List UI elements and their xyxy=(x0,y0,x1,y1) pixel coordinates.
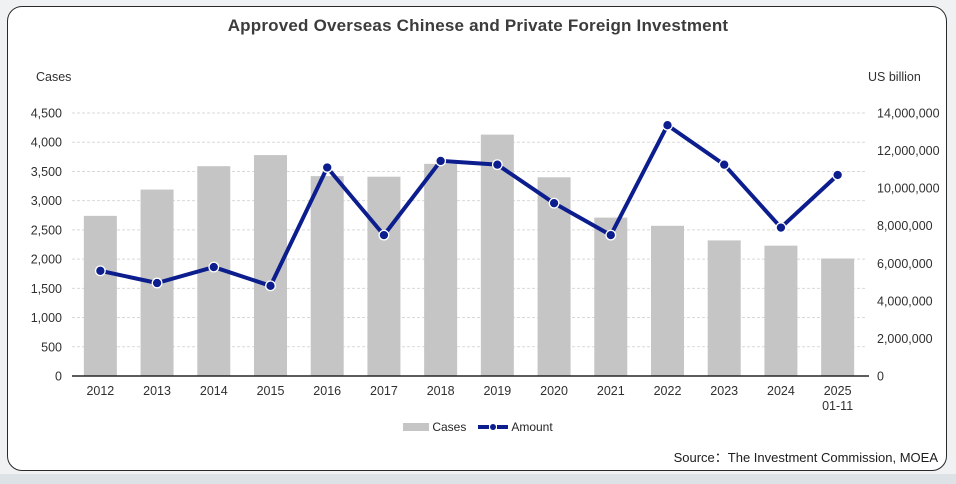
right-axis-tick-label: 2,000,000 xyxy=(877,332,933,346)
line-point-2023 xyxy=(718,159,730,171)
x-axis-label-2013: 2013 xyxy=(143,384,171,398)
left-axis-tick-label: 0 xyxy=(55,370,62,384)
x-axis-label-2016: 2016 xyxy=(313,384,341,398)
line-point-2020 xyxy=(548,197,560,209)
line-point-2012 xyxy=(94,265,106,277)
line-point-2021 xyxy=(605,229,617,241)
x-axis-label-2023: 2023 xyxy=(710,384,738,398)
bar-2025 xyxy=(821,258,855,376)
cases-swatch-icon xyxy=(403,423,430,431)
line-point-2015 xyxy=(265,280,276,292)
x-axis-label-2021: 2021 xyxy=(597,384,625,398)
bar-2024 xyxy=(764,245,798,376)
left-axis-tick-label: 4,000 xyxy=(31,136,62,150)
left-axis-tick-label: 1,000 xyxy=(31,311,62,325)
line-point-2013 xyxy=(151,277,163,289)
line-point-2017 xyxy=(378,229,390,241)
x-axis-label-2019: 2019 xyxy=(483,384,511,398)
left-axis-tick-label: 2,000 xyxy=(31,253,62,267)
x-axis-label-2017: 2017 xyxy=(370,384,398,398)
right-axis-tick-label: 12,000,000 xyxy=(877,144,940,158)
right-axis-tick-label: 14,000,000 xyxy=(877,107,940,121)
left-axis-tick-label: 2,500 xyxy=(31,223,62,237)
line-point-2024 xyxy=(775,222,787,234)
window-bottom-strip xyxy=(0,474,956,484)
line-point-2025 xyxy=(832,169,844,181)
legend-item-amount: Amount xyxy=(478,420,553,434)
bar-2023 xyxy=(707,240,741,376)
x-axis-label-2024: 2024 xyxy=(767,384,795,398)
line-point-2018 xyxy=(435,155,447,167)
right-axis-tick-label: 10,000,000 xyxy=(877,182,940,196)
bar-2019 xyxy=(480,134,514,376)
bar-2017 xyxy=(367,176,401,376)
bar-2022 xyxy=(651,225,684,376)
bar-2021 xyxy=(594,217,628,376)
line-point-2019 xyxy=(491,159,503,171)
x-axis-label-2014: 2014 xyxy=(200,384,228,398)
left-axis-tick-label: 500 xyxy=(41,340,62,354)
source-note: Source：The Investment Commission, MOEA xyxy=(673,450,938,465)
x-axis-label-2025: 2025 xyxy=(824,384,852,398)
chart-title: Approved Overseas Chinese and Private Fo… xyxy=(227,16,729,35)
bar-2012 xyxy=(83,215,117,376)
amount-line xyxy=(98,123,840,288)
line-point-2022 xyxy=(662,119,673,131)
x-axis-label-note: 01-11 xyxy=(822,399,853,413)
right-axis-tick-label: 6,000,000 xyxy=(877,257,933,271)
right-axis-unit-label: US billion xyxy=(868,70,921,84)
bar-2018 xyxy=(424,163,458,376)
x-axis-label-2012: 2012 xyxy=(86,384,114,398)
bar-2016 xyxy=(310,176,344,376)
x-axis-label-2022: 2022 xyxy=(654,384,682,398)
right-axis-tick-label: 4,000,000 xyxy=(877,294,933,308)
x-axis-label-2018: 2018 xyxy=(427,384,455,398)
line-point-2014 xyxy=(208,261,220,273)
left-axis-tick-label: 3,000 xyxy=(31,194,62,208)
chart-legend: Cases Amount xyxy=(0,420,956,434)
x-axis-label-2020: 2020 xyxy=(540,384,568,398)
right-axis-tick-label: 8,000,000 xyxy=(877,219,933,233)
left-axis-tick-label: 1,500 xyxy=(31,282,62,296)
legend-cases-label: Cases xyxy=(432,420,467,434)
left-axis-tick-label: 4,500 xyxy=(31,107,62,121)
left-axis-unit-label: Cases xyxy=(36,70,72,84)
legend-item-cases: Cases xyxy=(403,420,466,434)
left-axis-tick-label: 3,500 xyxy=(31,165,62,179)
right-axis-tick-label: 0 xyxy=(877,370,884,384)
amount-swatch-icon xyxy=(478,424,509,430)
legend-amount-label: Amount xyxy=(511,420,553,434)
line-point-2016 xyxy=(321,162,333,173)
x-axis-label-2015: 2015 xyxy=(257,384,285,398)
